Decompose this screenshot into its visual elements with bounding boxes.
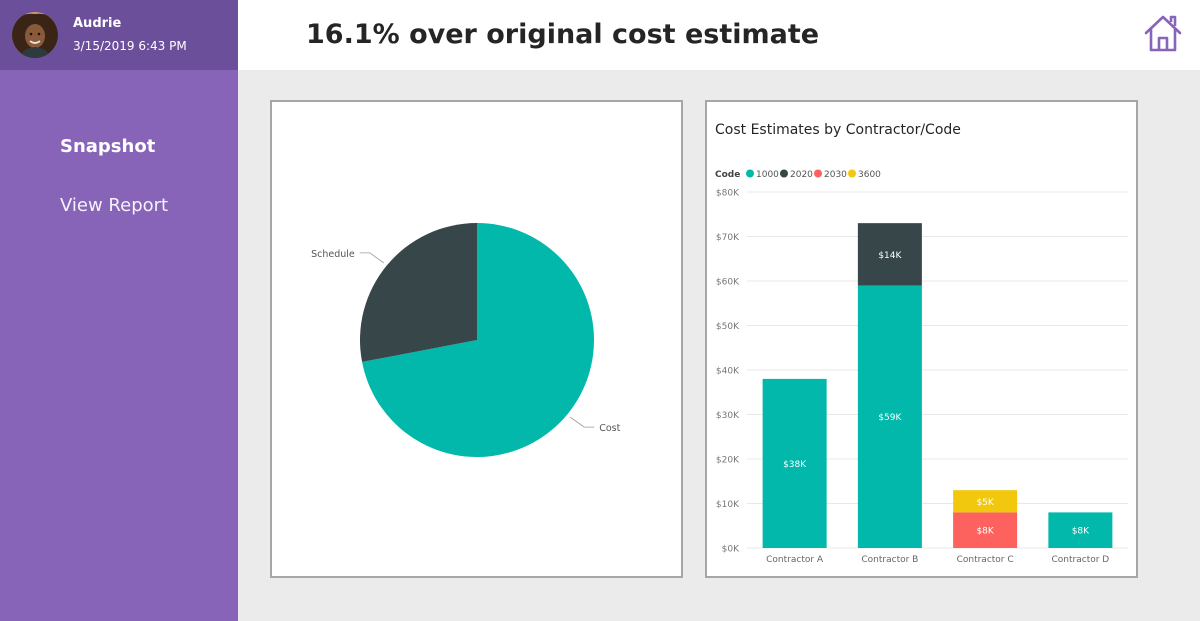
legend-title: Code	[715, 170, 740, 180]
bar-segment-contractor-c-2030	[953, 512, 1018, 548]
pie-slice-cost	[362, 223, 594, 457]
bar-segment-contractor-a-1000	[762, 378, 827, 548]
bar-segment-contractor-b-2020	[857, 223, 922, 286]
bar-chart-card: Cost Estimates by Contractor/Code Code 100…	[705, 100, 1138, 578]
nav-item-view-report[interactable]: View Report	[60, 195, 169, 216]
avatar[interactable]	[12, 12, 58, 58]
bar-segment-contractor-c-3600	[953, 490, 1018, 513]
pie-leader-line	[359, 252, 385, 264]
y-tick-label: $10K	[716, 500, 740, 510]
home-icon	[1144, 15, 1182, 52]
legend-marker-1000	[746, 169, 754, 178]
pie-label-cost: Cost	[599, 423, 620, 434]
x-tick-label: Contractor A	[766, 555, 824, 565]
user-datetime: 3/15/2019 6:43 PM	[73, 39, 187, 53]
x-tick-label: Contractor B	[861, 555, 918, 565]
data-label: $5K	[976, 498, 994, 508]
legend-marker-2030	[814, 169, 822, 178]
user-name: Audrie	[73, 16, 122, 31]
pie-chart-card: Cost Schedule	[270, 100, 683, 578]
legend-marker-2020	[780, 169, 788, 178]
bar-chart: Cost Estimates by Contractor/Code Code 100…	[715, 122, 1128, 565]
y-tick-label: $80K	[716, 189, 740, 199]
data-label: $8K	[976, 527, 994, 537]
user-bar: Audrie 3/15/2019 6:43 PM	[0, 0, 238, 70]
pie-chart: Cost Schedule	[311, 223, 621, 457]
bar-segment-contractor-d-1000	[1048, 512, 1113, 548]
data-label: $8K	[1072, 527, 1090, 537]
avatar-image	[12, 12, 58, 58]
x-tick-label: Contractor C	[957, 555, 1014, 565]
home-button[interactable]	[1143, 13, 1183, 53]
sidebar: Audrie 3/15/2019 6:43 PM Snapshot View R…	[0, 0, 238, 621]
pie-leader-line	[569, 416, 595, 428]
bar-chart-title: Cost Estimates by Contractor/Code	[715, 122, 961, 138]
y-tick-label: $70K	[716, 233, 740, 243]
page-title: 16.1% over original cost estimate	[306, 19, 820, 50]
legend-label-3600: 3600	[858, 170, 881, 180]
nav-item-snapshot[interactable]: Snapshot	[60, 136, 156, 157]
data-label: $59K	[878, 413, 902, 423]
legend-label-2020: 2020	[790, 170, 813, 180]
data-label: $14K	[878, 251, 902, 261]
x-tick-label: Contractor D	[1052, 555, 1110, 565]
legend-label-1000: 1000	[756, 170, 779, 180]
data-label: $38K	[783, 460, 807, 470]
pie-label-schedule: Schedule	[311, 249, 355, 260]
legend-label-2030: 2030	[824, 170, 847, 180]
y-tick-label: $20K	[716, 456, 740, 466]
bar-segment-contractor-b-1000	[857, 285, 922, 548]
y-tick-label: $40K	[716, 367, 740, 377]
y-tick-label: $0K	[722, 545, 740, 555]
legend-marker-3600	[848, 169, 856, 178]
pie-slice-schedule	[360, 223, 477, 362]
y-tick-label: $50K	[716, 322, 740, 332]
y-tick-label: $60K	[716, 278, 740, 288]
y-tick-label: $30K	[716, 411, 740, 421]
header: 16.1% over original cost estimate	[238, 0, 1200, 70]
